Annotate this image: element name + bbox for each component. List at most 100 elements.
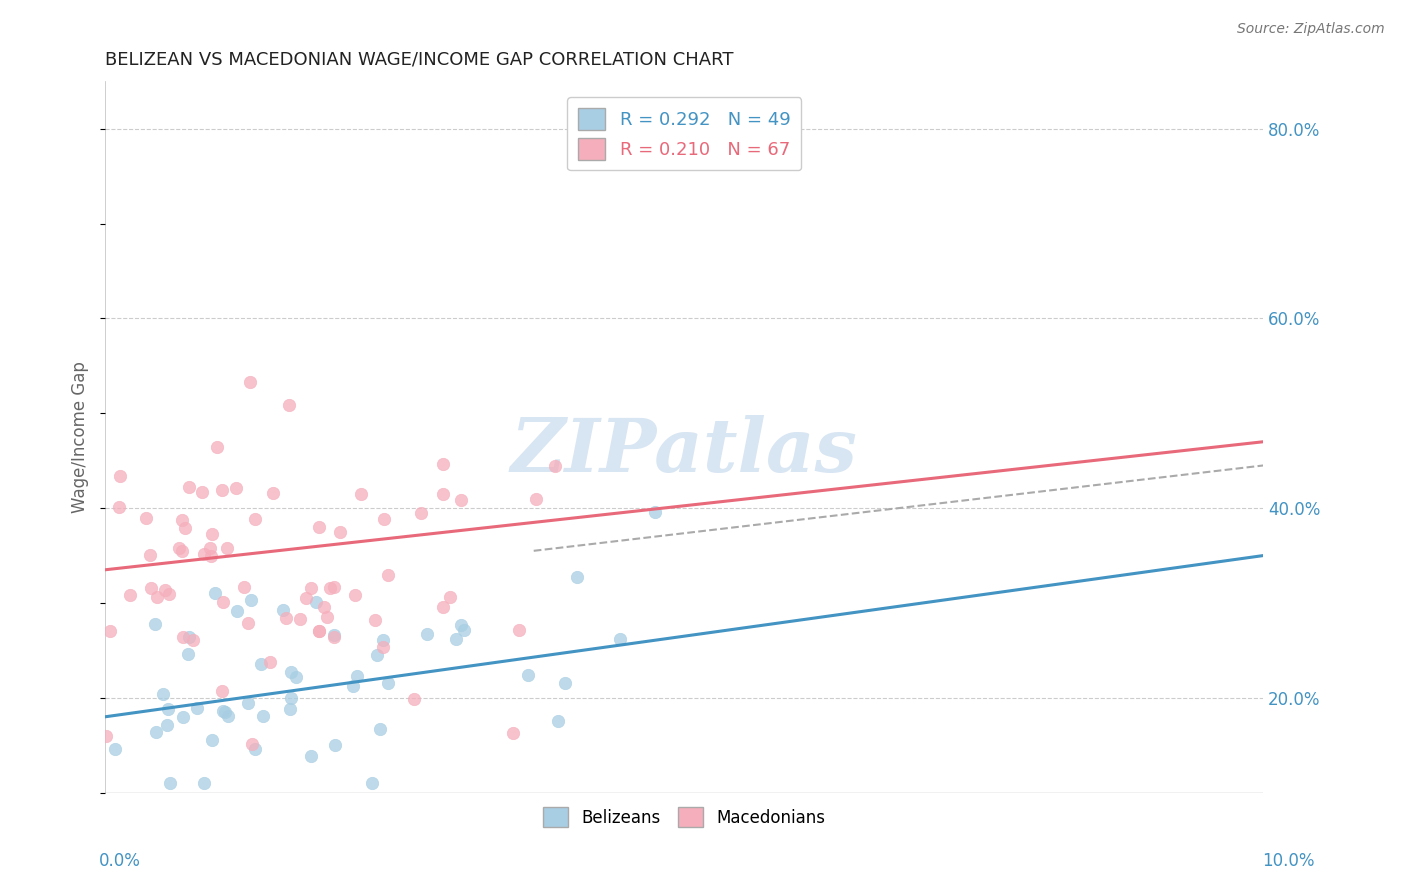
Point	[342, 679, 364, 693]
Point	[159, 776, 181, 790]
Point	[138, 548, 160, 562]
Text: 0.0%: 0.0%	[98, 852, 141, 870]
Point	[205, 440, 228, 454]
Point	[193, 548, 215, 562]
Point	[274, 611, 297, 625]
Point	[411, 506, 433, 520]
Point	[191, 484, 214, 499]
Point	[211, 684, 233, 698]
Point	[432, 600, 454, 615]
Point	[201, 526, 224, 541]
Point	[516, 668, 538, 682]
Point	[271, 603, 294, 617]
Point	[299, 581, 322, 595]
Point	[453, 623, 475, 637]
Text: BELIZEAN VS MACEDONIAN WAGE/INCOME GAP CORRELATION CHART: BELIZEAN VS MACEDONIAN WAGE/INCOME GAP C…	[105, 51, 734, 69]
Point	[108, 468, 131, 483]
Point	[172, 630, 194, 644]
Point	[439, 590, 461, 604]
Point	[502, 726, 524, 740]
Point	[370, 722, 392, 736]
Point	[432, 487, 454, 501]
Point	[308, 624, 330, 638]
Point	[349, 486, 371, 500]
Point	[217, 708, 239, 723]
Point	[211, 483, 233, 498]
Point	[308, 520, 330, 534]
Point	[299, 749, 322, 764]
Point	[364, 613, 387, 627]
Point	[226, 604, 249, 618]
Point	[236, 696, 259, 710]
Point	[243, 741, 266, 756]
Point	[240, 592, 263, 607]
Point	[153, 582, 176, 597]
Point	[554, 675, 576, 690]
Text: ZIPatlas: ZIPatlas	[510, 415, 858, 487]
Point	[173, 521, 195, 535]
Point	[277, 398, 299, 412]
Text: Source: ZipAtlas.com: Source: ZipAtlas.com	[1237, 22, 1385, 37]
Point	[118, 588, 141, 602]
Point	[172, 710, 194, 724]
Point	[323, 580, 346, 594]
Point	[373, 512, 395, 526]
Point	[215, 541, 238, 555]
Point	[177, 630, 200, 644]
Point	[432, 457, 454, 471]
Point	[371, 640, 394, 655]
Point	[312, 599, 335, 614]
Point	[609, 632, 631, 646]
Point	[233, 580, 256, 594]
Point	[139, 582, 162, 596]
Point	[104, 742, 127, 756]
Point	[323, 738, 346, 752]
Point	[402, 691, 425, 706]
Point	[181, 633, 204, 648]
Point	[565, 570, 588, 584]
Point	[186, 701, 208, 715]
Point	[204, 585, 226, 599]
Point	[377, 675, 399, 690]
Point	[193, 776, 215, 790]
Point	[308, 624, 330, 639]
Point	[108, 500, 131, 514]
Point	[145, 591, 167, 605]
Point	[143, 617, 166, 632]
Point	[543, 459, 565, 474]
Point	[177, 479, 200, 493]
Point	[644, 505, 666, 519]
Point	[239, 376, 262, 390]
Point	[212, 595, 235, 609]
Point	[319, 581, 342, 595]
Point	[198, 541, 221, 555]
Point	[329, 525, 352, 540]
Point	[280, 665, 302, 679]
Point	[212, 704, 235, 718]
Point	[259, 655, 281, 669]
Y-axis label: Wage/Income Gap: Wage/Income Gap	[72, 361, 89, 513]
Point	[200, 549, 222, 563]
Point	[288, 612, 311, 626]
Legend: Belizeans, Macedonians: Belizeans, Macedonians	[537, 800, 832, 834]
Point	[280, 691, 302, 706]
Point	[245, 511, 267, 525]
Point	[366, 648, 388, 663]
Point	[145, 724, 167, 739]
Point	[167, 541, 190, 555]
Point	[94, 729, 117, 743]
Point	[201, 733, 224, 747]
Point	[135, 511, 157, 525]
Point	[346, 669, 368, 683]
Point	[156, 718, 179, 732]
Point	[262, 486, 284, 500]
Point	[323, 630, 346, 644]
Point	[361, 776, 384, 790]
Point	[323, 628, 346, 642]
Point	[508, 624, 530, 638]
Point	[304, 595, 326, 609]
Point	[316, 609, 339, 624]
Point	[225, 481, 247, 495]
Point	[450, 618, 472, 632]
Text: 10.0%: 10.0%	[1263, 852, 1315, 870]
